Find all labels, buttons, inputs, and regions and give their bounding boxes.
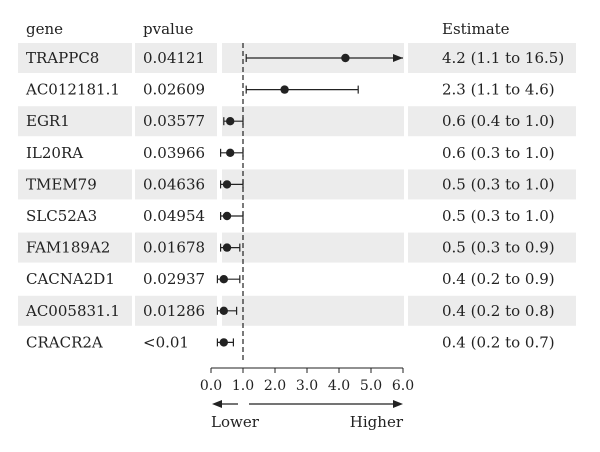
row-band [18, 295, 132, 326]
gene-label: EGR1 [26, 112, 70, 130]
estimate-label: 0.6 (0.3 to 1.0) [442, 144, 555, 162]
gene-label: IL20RA [26, 144, 83, 162]
estimate-label: 0.4 (0.2 to 0.9) [442, 270, 555, 288]
pvalue-label: 0.03577 [143, 112, 205, 130]
gene-label: FAM189A2 [26, 239, 110, 257]
gene-label: TRAPPC8 [26, 49, 99, 67]
gene-label: AC005831.1 [25, 302, 120, 320]
estimate-point [222, 211, 232, 221]
estimate-point [222, 180, 232, 189]
header-estimate: Estimate [442, 20, 510, 38]
estimate-point [219, 338, 228, 347]
pvalue-label: <0.01 [143, 333, 189, 351]
x-tick-label: 1.0 [232, 378, 254, 394]
row-band [222, 295, 404, 326]
x-tick-label: 4.0 [328, 378, 350, 394]
estimate-label: 0.5 (0.3 to 1.0) [442, 207, 555, 225]
row-band [18, 106, 132, 137]
estimate-point [226, 148, 235, 157]
row-band [408, 106, 576, 137]
row-band [408, 295, 576, 326]
row-band [222, 106, 404, 137]
gene-label: CRACR2A [26, 333, 103, 351]
estimate-point [219, 306, 228, 315]
lower-label: Lower [211, 413, 260, 431]
estimate-label: 0.5 (0.3 to 0.9) [442, 239, 555, 257]
pvalue-label: 0.04954 [143, 207, 205, 225]
row-band [18, 169, 132, 200]
header-gene: gene [26, 20, 63, 38]
estimate-label: 0.4 (0.2 to 0.7) [442, 333, 555, 351]
gene-label: TMEM79 [26, 175, 97, 193]
pvalue-label: 0.01286 [143, 302, 205, 320]
x-tick-label: 6.0 [392, 378, 414, 394]
column-headers: gene pvalue Estimate [26, 20, 510, 38]
row-band [18, 43, 132, 73]
estimate-point [222, 243, 232, 252]
estimate-label: 2.3 (1.1 to 4.6) [442, 81, 555, 99]
lower-arrow-head [212, 400, 222, 408]
row-band [222, 169, 404, 200]
row-bands [18, 43, 576, 326]
estimate-label: 0.5 (0.3 to 1.0) [442, 175, 555, 193]
row-band [135, 232, 217, 263]
row-band [408, 169, 576, 200]
x-tick-label: 3.0 [296, 378, 318, 394]
row-band [222, 232, 404, 263]
row-band [408, 43, 576, 73]
estimate-point [280, 85, 289, 94]
x-tick-label: 0.0 [200, 378, 222, 394]
row-band [18, 232, 132, 263]
row-band [135, 43, 217, 73]
pvalue-label: 0.02937 [143, 270, 205, 288]
pvalue-label: 0.01678 [143, 239, 205, 257]
higher-label: Higher [350, 413, 404, 431]
pvalue-label: 0.02609 [143, 81, 205, 99]
estimate-label: 0.6 (0.4 to 1.0) [442, 112, 555, 130]
gene-label: SLC52A3 [26, 207, 97, 225]
row-band [135, 106, 217, 137]
x-tick-label: 2.0 [264, 378, 286, 394]
gene-label: AC012181.1 [25, 81, 120, 99]
gene-label: CACNA2D1 [26, 270, 115, 288]
pvalue-label: 0.04636 [143, 175, 205, 193]
table-cells: TRAPPC8 0.04121 4.2 (1.1 to 16.5) AC012181.… [25, 49, 564, 351]
estimate-point [219, 275, 228, 284]
x-axis: 0.0 1.0 2.0 3.0 4.0 5.0 6.0 [200, 367, 414, 394]
row-band [408, 232, 576, 263]
estimate-label: 0.4 (0.2 to 0.8) [442, 302, 555, 320]
direction-indicators: Lower Higher [211, 400, 404, 431]
x-tick-label: 5.0 [360, 378, 382, 394]
pvalue-label: 0.03966 [143, 144, 205, 162]
estimate-point [226, 117, 235, 126]
header-pvalue: pvalue [143, 20, 193, 38]
ci-arrow-right [393, 54, 403, 62]
pvalue-label: 0.04121 [143, 49, 205, 67]
higher-arrow-head [393, 400, 403, 408]
estimate-label: 4.2 (1.1 to 16.5) [442, 49, 564, 67]
row-band [135, 169, 217, 200]
row-band [135, 295, 217, 326]
estimate-marks [216, 53, 403, 347]
estimate-point [341, 53, 350, 63]
